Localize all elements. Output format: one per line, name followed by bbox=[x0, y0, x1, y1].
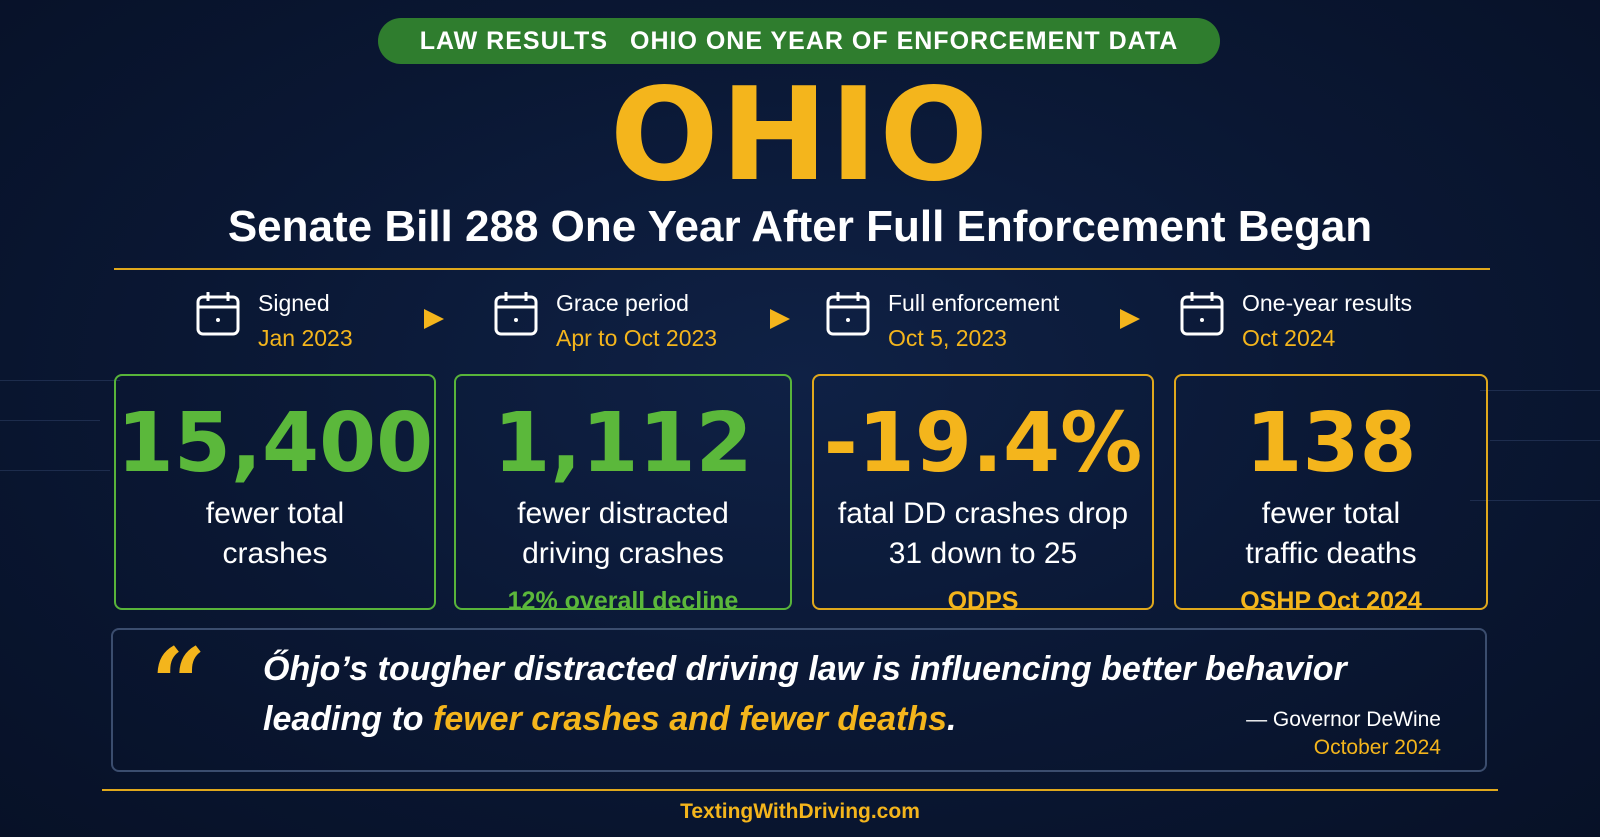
stat-value: 1,112 bbox=[493, 396, 753, 491]
quote-line-suffix: . bbox=[947, 700, 957, 738]
stat-card-total-crashes: 15,400 fewer total crashes bbox=[114, 374, 436, 610]
stat-value: 15,400 bbox=[116, 396, 434, 491]
quote-author: — Governor DeWine bbox=[1246, 708, 1441, 731]
calendar-icon bbox=[826, 292, 870, 336]
background-streak bbox=[0, 470, 110, 471]
stat-value: 138 bbox=[1245, 396, 1417, 491]
stat-card-traffic-deaths: 138 fewer total traffic deaths OSHP Oct … bbox=[1174, 374, 1488, 615]
quote-box: “ Őhjo’s tougher distracted driving law … bbox=[111, 628, 1487, 772]
timeline-arrow-icon bbox=[1120, 309, 1140, 329]
timeline-label: Signed bbox=[258, 290, 330, 316]
stat-source: OSHP Oct 2024 bbox=[1240, 587, 1422, 615]
timeline-date: Jan 2023 bbox=[258, 325, 353, 351]
bottom-divider bbox=[102, 789, 1498, 791]
timeline-label: Grace period bbox=[556, 290, 689, 316]
stat-card-distracted-crashes: 1,112 fewer distracted driving crashes 1… bbox=[454, 374, 792, 615]
timeline-step-full-enforcement: Full enforcement Oct 5, 2023 bbox=[826, 290, 1059, 352]
footer-site-link[interactable]: TextingWithDriving.com bbox=[680, 800, 920, 823]
stat-source: ODPS bbox=[947, 587, 1019, 615]
stat-description-line: fewer distracted bbox=[517, 497, 729, 530]
calendar-icon bbox=[494, 292, 538, 336]
timeline-arrow-icon bbox=[770, 309, 790, 329]
timeline-date: Oct 5, 2023 bbox=[888, 325, 1007, 351]
timeline-label: Full enforcement bbox=[888, 290, 1060, 316]
page-subtitle: Senate Bill 288 One Year After Full Enfo… bbox=[227, 202, 1373, 251]
quote-line: leading to fewer crashes and fewer death… bbox=[263, 694, 1347, 744]
timeline-date: Oct 2024 bbox=[1242, 325, 1336, 351]
badge-left-text: LAW RESULTS bbox=[419, 26, 608, 55]
page-title: OHIO bbox=[609, 61, 991, 210]
calendar-icon bbox=[196, 292, 240, 336]
quote-text: Őhjo’s tougher distracted driving law is… bbox=[263, 644, 1347, 744]
stat-description-line: crashes bbox=[222, 537, 328, 570]
stat-description-line: driving crashes bbox=[522, 537, 724, 570]
stat-description-line: traffic deaths bbox=[1245, 537, 1417, 570]
quote-attribution: — Governor DeWine October 2024 bbox=[1246, 706, 1441, 762]
background-streak bbox=[0, 380, 120, 381]
quote-line: Őhjo’s tougher distracted driving law is… bbox=[263, 650, 1347, 688]
stat-value: -19.4% bbox=[823, 396, 1143, 491]
quote-highlight: fewer crashes and fewer deaths bbox=[433, 700, 948, 738]
stat-description-line: 31 down to 25 bbox=[888, 537, 1078, 570]
quote-mark-icon: “ bbox=[151, 627, 207, 740]
stat-description-line: fewer total bbox=[1261, 497, 1401, 530]
badge-right-text: OHIO ONE YEAR OF ENFORCEMENT DATA bbox=[630, 26, 1179, 55]
quote-date: October 2024 bbox=[1313, 736, 1441, 759]
calendar-icon bbox=[1180, 292, 1224, 336]
stat-description-line: fewer total bbox=[205, 497, 345, 530]
quote-line-prefix: leading to bbox=[263, 700, 433, 738]
timeline-step-signed: Signed Jan 2023 bbox=[196, 290, 353, 352]
background-streak bbox=[1490, 440, 1600, 441]
stat-description-line: fatal DD crashes drop bbox=[837, 497, 1129, 530]
background-streak bbox=[0, 420, 100, 421]
timeline-step-one-year-results: One-year results Oct 2024 bbox=[1180, 290, 1412, 352]
timeline-date: Apr to Oct 2023 bbox=[556, 325, 718, 351]
top-divider bbox=[114, 268, 1490, 270]
timeline-label: One-year results bbox=[1242, 290, 1413, 316]
stat-card-fatal-dd-crashes: -19.4% fatal DD crashes drop 31 down to … bbox=[812, 374, 1154, 615]
background-streak bbox=[1480, 390, 1600, 391]
timeline-arrow-icon bbox=[424, 309, 444, 329]
timeline-step-grace-period: Grace period Apr to Oct 2023 bbox=[494, 290, 717, 352]
stat-note: 12% overall decline bbox=[507, 587, 739, 615]
background-streak bbox=[1470, 500, 1600, 501]
header-badge: LAW RESULTS OHIO ONE YEAR OF ENFORCEMENT… bbox=[378, 18, 1220, 64]
